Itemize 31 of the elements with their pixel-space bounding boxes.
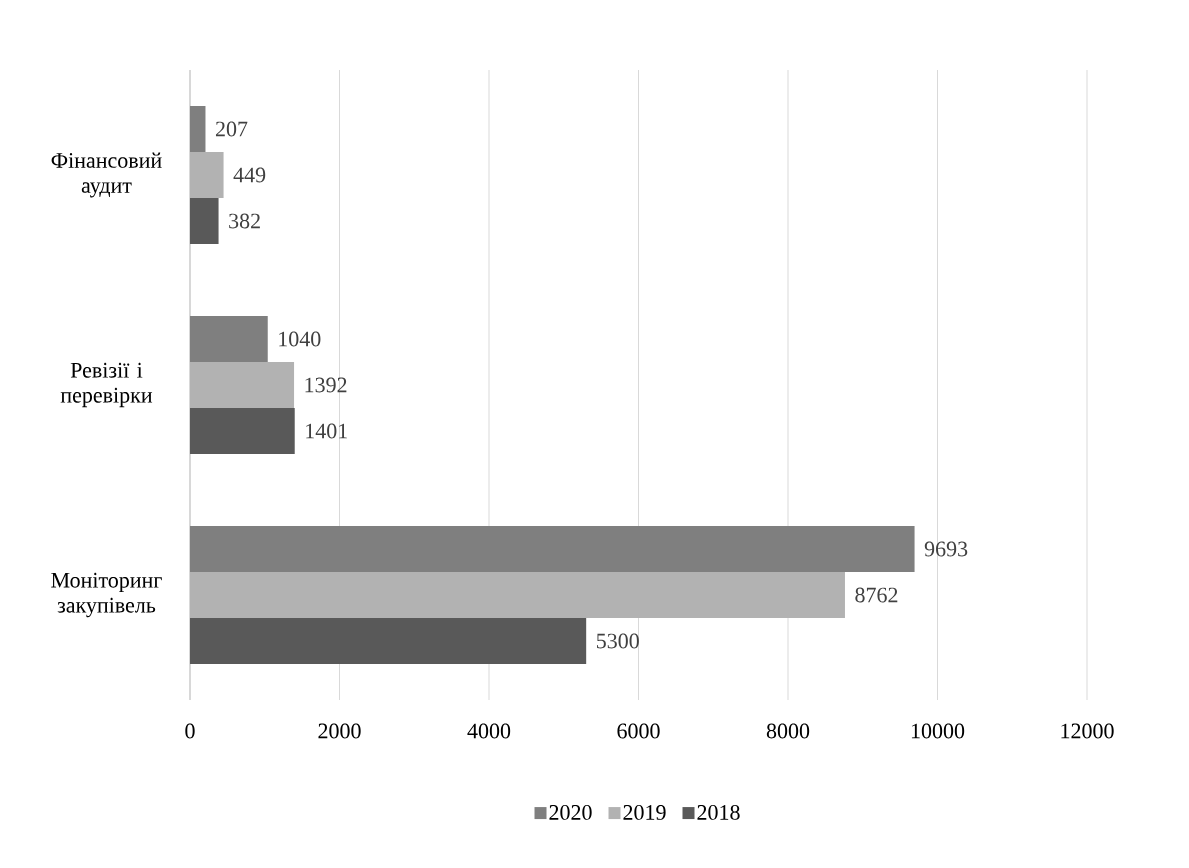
data-label: 1040 [279,331,321,347]
y-tick-label: Моніторинг закупівель [51,572,162,618]
x-tick-label: 6000 [617,723,660,739]
bar [190,362,295,408]
x-tick-label: 0 [185,723,195,739]
bar [190,572,845,618]
bar [190,618,587,664]
legend-label: 2019 [623,805,666,820]
legend-label: 2020 [549,805,592,820]
bar [190,198,219,244]
x-tick-label: 2000 [318,723,361,739]
data-label: 449 [233,167,266,183]
x-tick-label: 8000 [766,723,810,739]
data-label: 382 [229,213,260,229]
data-label: 5300 [597,633,639,649]
y-tick-label: Ревізії і перевірки [60,362,153,408]
bar [190,152,224,198]
y-tick-label: Фінансовий аудит [51,152,162,198]
bar [190,526,915,572]
x-tick-label: 4000 [467,723,511,739]
bar [190,408,295,454]
bar [190,316,268,362]
x-tick-label: 12000 [1061,723,1114,739]
data-label: 207 [215,121,248,137]
data-label: 8762 [855,587,898,603]
x-tick-label: 10000 [911,723,965,739]
legend-label: 2018 [697,805,740,820]
data-label: 9693 [924,541,968,557]
data-label: 1392 [305,377,347,393]
data-label: 1401 [306,423,347,439]
bar [190,106,206,152]
